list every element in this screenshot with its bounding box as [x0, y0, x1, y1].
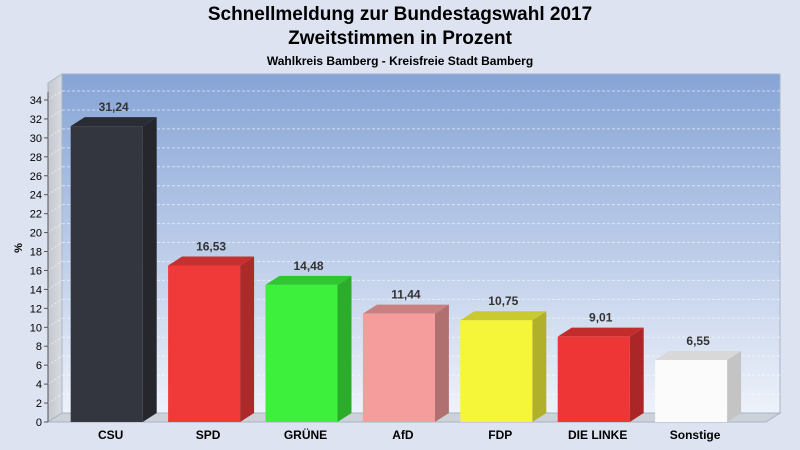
bar-top	[362, 304, 449, 314]
grid-line-side	[47, 279, 63, 290]
grid-line-side	[47, 166, 63, 177]
bar-front	[265, 284, 338, 422]
x-tick-label: GRÜNE	[284, 427, 327, 442]
bar-die-linke	[557, 327, 644, 422]
bar-side	[337, 275, 352, 422]
grid-line-side	[47, 147, 63, 158]
chart-caption: Wahlkreis Bamberg - Kreisfreie Stadt Bam…	[266, 54, 534, 68]
grid-line-side	[47, 317, 63, 328]
y-tick-label: 16	[30, 265, 42, 277]
chart-subtitle: Zweitstimmen in Prozent	[288, 28, 512, 49]
bar-front	[70, 126, 143, 422]
bar-front	[557, 336, 630, 422]
grid-line-side	[47, 355, 63, 366]
bar-side	[240, 256, 255, 422]
bar-side	[142, 117, 157, 422]
y-tick-label: 4	[36, 379, 42, 391]
bar-csu	[70, 117, 157, 422]
y-tick-label: 20	[30, 228, 42, 240]
data-label: 9,01	[589, 311, 613, 325]
bar-top	[168, 256, 255, 266]
chart-title: Schnellmeldung zur Bundestagswahl 2017	[207, 4, 593, 25]
bar-sonstige	[655, 350, 742, 422]
y-tick-label: 12	[30, 303, 42, 315]
y-tick-label: 18	[30, 247, 42, 259]
grid-line-side	[47, 109, 63, 120]
data-label: 6,55	[686, 334, 710, 348]
x-tick-label: DIE LINKE	[568, 428, 627, 442]
data-label: 11,44	[391, 288, 421, 302]
y-tick-label: 6	[36, 360, 42, 372]
bar-side	[434, 304, 449, 422]
y-tick-label: 32	[30, 114, 42, 126]
bar-top	[70, 117, 157, 127]
bar-front	[362, 313, 435, 422]
data-label: 10,75	[488, 294, 518, 308]
grid-line-side	[47, 298, 63, 309]
bar-side	[727, 350, 742, 422]
data-label: 14,48	[293, 259, 323, 273]
data-label: 31,24	[99, 100, 129, 114]
y-axis-label: %	[13, 243, 25, 253]
x-tick-label: FDP	[488, 428, 512, 442]
x-tick-label: SPD	[196, 428, 221, 442]
y-tick-label: 26	[30, 171, 42, 183]
bar-fdp	[460, 311, 547, 422]
plot-side-wall	[47, 73, 63, 423]
grid-line-side	[47, 242, 63, 252]
bar-side	[532, 311, 547, 422]
y-tick-label: 24	[30, 190, 42, 202]
bar-front	[460, 320, 533, 422]
grid-line-side	[47, 185, 63, 196]
y-tick-label: 2	[36, 398, 42, 410]
y-tick-label: 22	[30, 209, 42, 221]
y-tick-label: 34	[30, 95, 42, 107]
bar-side	[629, 327, 644, 422]
bar-top	[265, 275, 352, 285]
y-tick-label: 28	[30, 152, 42, 164]
grid-line-side	[47, 336, 63, 347]
bar-grüne	[265, 275, 352, 422]
bar-front	[655, 359, 728, 422]
y-tick-label: 30	[30, 133, 42, 145]
y-tick-label: 0	[36, 417, 42, 429]
bar-top	[460, 311, 547, 321]
grid-line-side	[47, 374, 63, 385]
bar-top	[557, 327, 644, 337]
y-tick-label: 8	[36, 341, 42, 353]
x-tick-label: AfD	[392, 428, 414, 442]
x-tick-label: Sonstige	[670, 428, 721, 442]
y-tick-label: 14	[30, 284, 42, 296]
bar-front	[168, 265, 241, 422]
grid-line-side	[47, 90, 63, 101]
grid-line-side	[47, 261, 63, 271]
grid-line-side	[47, 223, 63, 234]
bar-afd	[362, 304, 449, 422]
grid-line-side	[47, 393, 63, 404]
data-label: 16,53	[196, 239, 226, 253]
x-tick-label: CSU	[98, 428, 123, 442]
bar-spd	[168, 256, 255, 422]
grid-line-side	[47, 128, 63, 139]
bar-top	[655, 350, 742, 360]
grid-line-side	[47, 204, 63, 215]
y-tick-label: 10	[30, 322, 42, 334]
